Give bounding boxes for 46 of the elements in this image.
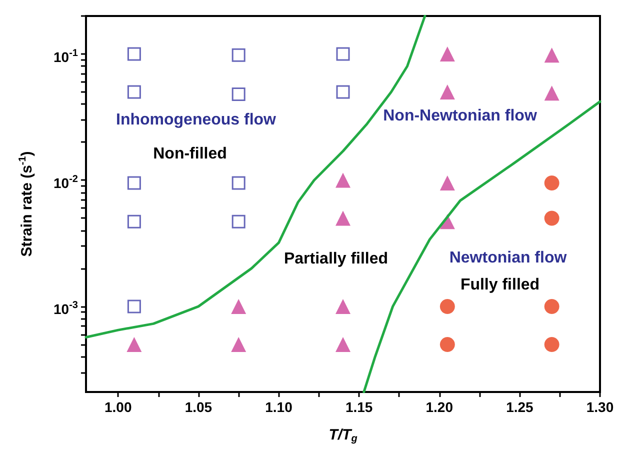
point [544, 86, 560, 101]
point [440, 46, 455, 62]
x-tick-label: 1.10 [265, 399, 293, 415]
point [232, 214, 246, 228]
point [544, 298, 560, 314]
annotation: Non-Newtonian flow [383, 108, 538, 124]
point [544, 176, 560, 191]
point [440, 298, 455, 314]
point [544, 48, 560, 63]
point [544, 336, 560, 352]
annotation: Partially filled [284, 250, 388, 268]
x-tick-label: 1.05 [184, 399, 212, 415]
annotation: Non-filled [153, 146, 227, 162]
point [544, 210, 560, 226]
point [232, 48, 246, 62]
y-tick-label: 10$^{-2}$ [54, 173, 78, 194]
x-tick-label: 1.15 [345, 399, 373, 415]
point [127, 300, 141, 314]
point [336, 336, 350, 352]
point [440, 176, 455, 191]
x-tick-label: 1.30 [586, 399, 614, 415]
point [127, 214, 141, 228]
y-axis-title: Strain rate (s-1) [18, 151, 36, 257]
x-tick-label: 1.25 [506, 399, 534, 415]
point [231, 336, 246, 352]
annotation: Fully filled [460, 276, 540, 294]
point [231, 298, 246, 314]
point [232, 87, 246, 101]
point [336, 210, 350, 226]
point [440, 336, 455, 352]
point [336, 172, 350, 188]
point [232, 176, 246, 190]
point [336, 298, 350, 314]
x-tick-label: 1.00 [104, 399, 132, 415]
x-tick-label: 1.20 [426, 399, 454, 415]
point [127, 47, 141, 61]
point [336, 85, 350, 99]
y-tick-label: 10$^{-3}$ [54, 299, 78, 320]
annotation: Inhomogeneous flow [116, 112, 277, 128]
annotation: Newtonian flow [449, 250, 568, 266]
point [127, 85, 141, 99]
point [440, 84, 455, 100]
point [127, 176, 141, 190]
point [126, 336, 142, 352]
y-tick-label: 10$^{-1}$ [54, 46, 78, 67]
point [336, 47, 350, 61]
